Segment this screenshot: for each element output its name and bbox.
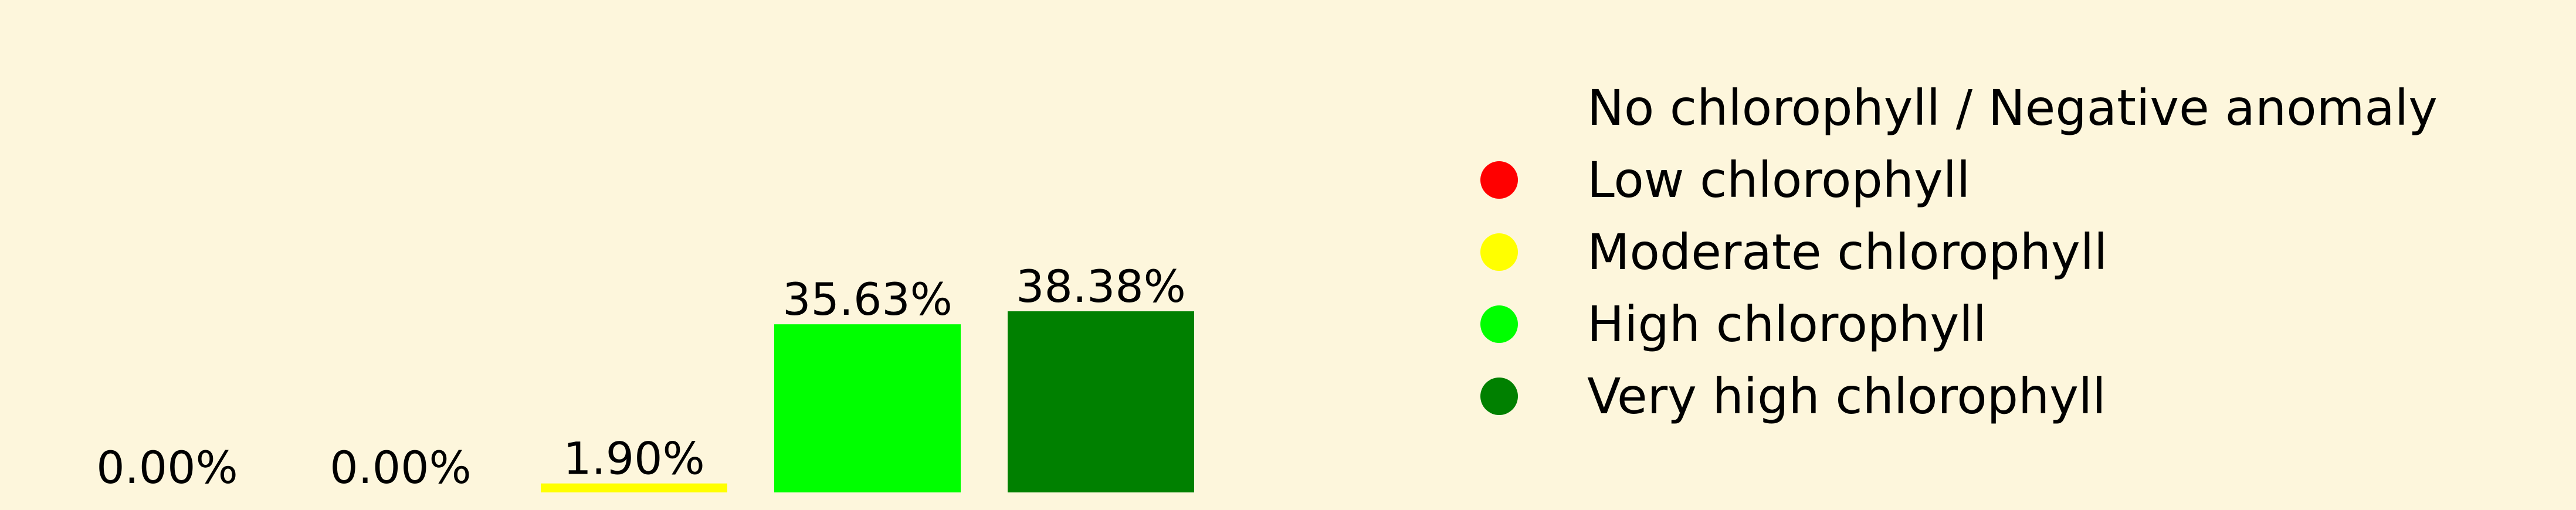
legend-label-1: Low chlorophyll bbox=[1587, 151, 1970, 209]
bar-value-label-3: 35.63% bbox=[782, 273, 953, 325]
bar-labels-group: 0.00% 0.00% 1.90% 35.63% 38.38% bbox=[96, 260, 1186, 494]
bar-2 bbox=[541, 483, 727, 492]
bar-4 bbox=[1008, 311, 1194, 492]
bar-value-label-4: 38.38% bbox=[1016, 260, 1186, 312]
legend-marker-4 bbox=[1480, 378, 1518, 415]
bar-value-label-0: 0.00% bbox=[96, 441, 238, 494]
legend-marker-2 bbox=[1480, 233, 1518, 271]
legend-label-2: Moderate chlorophyll bbox=[1587, 223, 2107, 281]
bar-value-label-1: 0.00% bbox=[330, 441, 471, 494]
legend-label-4: Very high chlorophyll bbox=[1587, 368, 2106, 425]
legend-marker-3 bbox=[1480, 305, 1518, 343]
legend-label-0: No chlorophyll / Negative anomaly bbox=[1587, 79, 2438, 137]
legend-marker-0 bbox=[1480, 89, 1518, 127]
bar-value-label-2: 1.90% bbox=[563, 433, 704, 485]
legend-label-3: High chlorophyll bbox=[1587, 295, 1987, 353]
legend: No chlorophyll / Negative anomaly Low chl… bbox=[1480, 79, 2438, 425]
bar-3 bbox=[774, 324, 961, 492]
legend-marker-1 bbox=[1480, 161, 1518, 199]
bars-group bbox=[541, 311, 1194, 492]
